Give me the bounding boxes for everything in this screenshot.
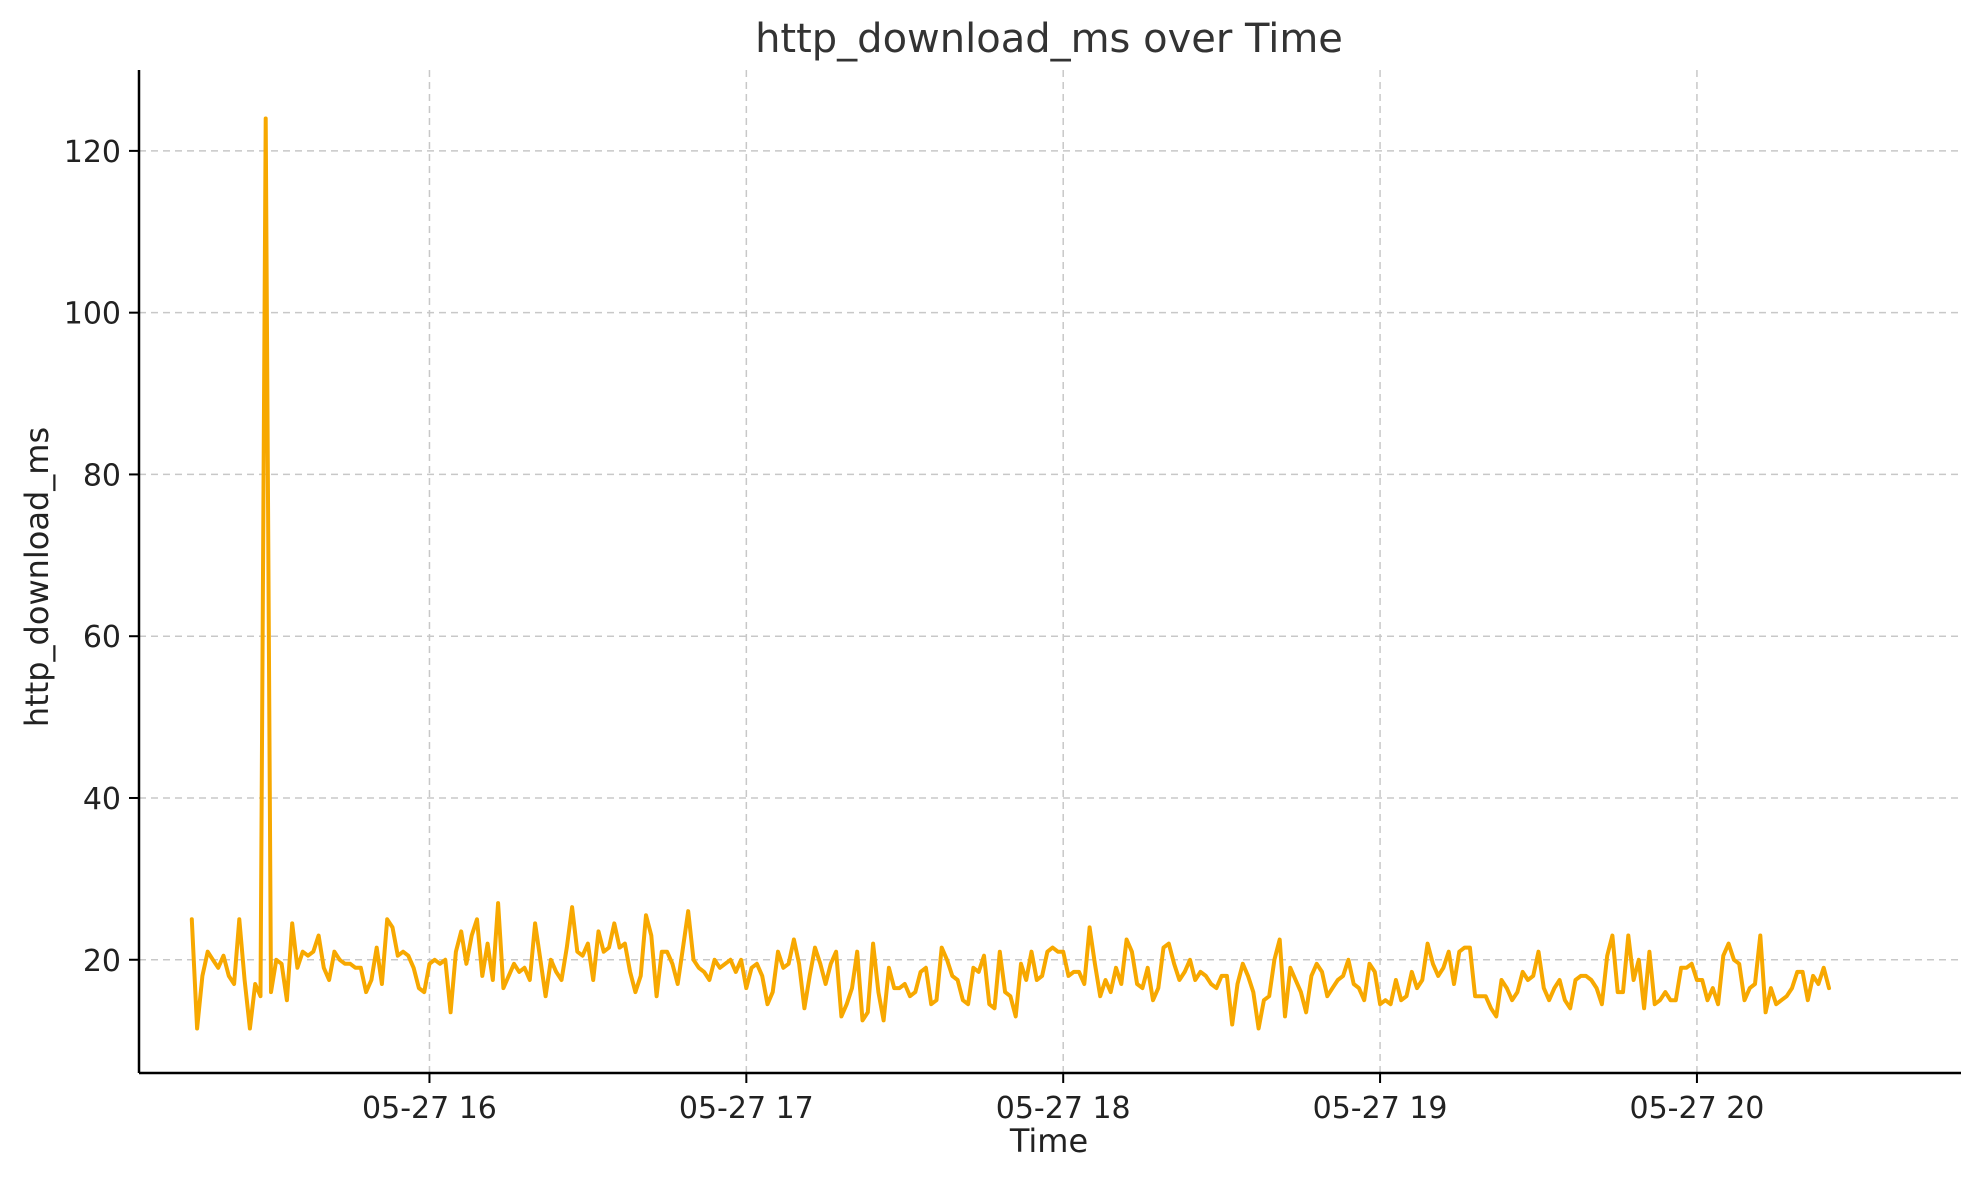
y-tick-label: 60	[83, 620, 121, 655]
x-tick-label: 05-27 20	[1629, 1091, 1764, 1126]
y-tick-label: 100	[64, 297, 121, 332]
y-tick-label: 40	[83, 782, 121, 817]
series-line	[189, 116, 1831, 1031]
y-tick-label: 20	[83, 944, 121, 979]
x-tick-label: 05-27 18	[996, 1091, 1131, 1126]
y-axis-label: http_download_ms	[18, 427, 56, 727]
x-axis-label: Time	[1009, 1122, 1088, 1160]
series-layer	[189, 116, 1831, 1031]
y-tick-label: 80	[83, 458, 121, 493]
ticks: 20 40 60 80 100 120 05-27 16 05-27 17 05-27 18 05…	[64, 135, 1765, 1126]
x-tick-label: 05-27 17	[679, 1091, 814, 1126]
chart-title: http_download_ms over Time	[755, 16, 1343, 62]
axes	[137, 70, 1961, 1075]
x-tick-label: 05-27 19	[1313, 1091, 1448, 1126]
y-tick-label: 120	[64, 135, 121, 170]
grid	[139, 70, 1961, 1073]
x-tick-label: 05-27 16	[362, 1091, 497, 1126]
